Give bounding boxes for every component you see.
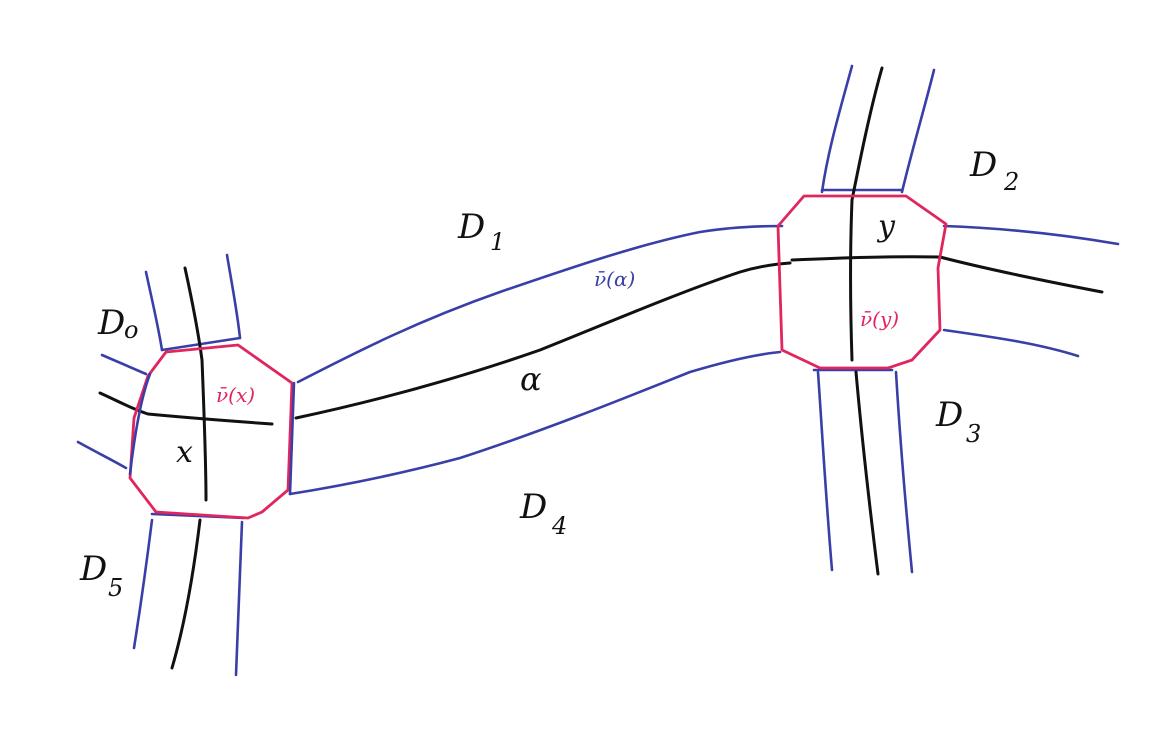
left-bottom-arm-core xyxy=(170,518,202,670)
region-d3-subscript: 3 xyxy=(966,420,981,448)
right-cross-horizontal xyxy=(790,255,1104,294)
right-vertex-cross xyxy=(790,66,1104,576)
left-bottom-arm-right-edge xyxy=(234,520,244,677)
region-d0-subscript: o xyxy=(124,316,138,344)
alpha-band-top-edge xyxy=(296,224,784,384)
region-labels: D o D 1 D 2 D 3 D 4 D 5 xyxy=(79,145,1019,602)
nu-x-label: ν̄(x) xyxy=(216,383,255,407)
region-d5-letter: D xyxy=(79,549,107,589)
right-cross-vertical xyxy=(849,66,884,362)
region-d4-subscript: 4 xyxy=(551,512,567,540)
vertex-labels: x y xyxy=(176,209,896,470)
left-cross-vertical xyxy=(183,266,208,502)
left-cross-horizontal xyxy=(98,391,274,426)
left-top-arm-left-edge xyxy=(144,270,164,352)
right-bottom-arm-right-edge xyxy=(894,370,914,574)
edge-band-alpha xyxy=(288,224,792,496)
right-right-arm-top-edge xyxy=(942,224,1120,246)
region-d4-letter: D xyxy=(519,487,547,527)
vertex-y-label: y xyxy=(876,209,896,244)
region-d1-letter: D xyxy=(457,207,485,247)
region-d5-subscript: 5 xyxy=(108,574,123,602)
region-d3-letter: D xyxy=(935,395,963,435)
region-d0-letter: D xyxy=(97,303,125,343)
right-top-arm-right-edge xyxy=(900,68,936,194)
left-left-arm-bottom-edge xyxy=(76,440,128,470)
right-vertex-arms xyxy=(812,64,1120,574)
nu-x-right-edge xyxy=(288,381,296,496)
region-d2-letter: D xyxy=(969,145,997,185)
alpha-band-bottom-edge xyxy=(288,350,782,496)
neighborhood-labels: ν̄(x) ν̄(y) ν̄(α) xyxy=(216,267,899,407)
nu-y-label: ν̄(y) xyxy=(860,307,899,331)
left-bottom-arm-left-edge xyxy=(132,518,154,650)
nu-x-boundary xyxy=(128,343,294,520)
nu-x-left-edge xyxy=(128,372,152,476)
left-left-arm-top-edge xyxy=(100,353,148,376)
right-bottom-arm-core xyxy=(854,370,880,576)
left-top-arm-right-edge xyxy=(225,253,242,340)
nu-y-boundary xyxy=(776,194,948,370)
right-bottom-arm-left-edge xyxy=(816,370,834,572)
right-right-arm-bottom-edge xyxy=(942,328,1080,358)
nu-alpha-label: ν̄(α) xyxy=(594,267,635,291)
right-top-arm-left-edge xyxy=(820,64,854,194)
left-vertex-cross xyxy=(98,266,274,670)
vertex-x-label: x xyxy=(176,435,193,470)
region-d1-subscript: 1 xyxy=(490,228,505,256)
edge-alpha-label: α xyxy=(520,360,542,398)
alpha-core-arc xyxy=(294,261,792,420)
region-d2-subscript: 2 xyxy=(1003,168,1019,196)
